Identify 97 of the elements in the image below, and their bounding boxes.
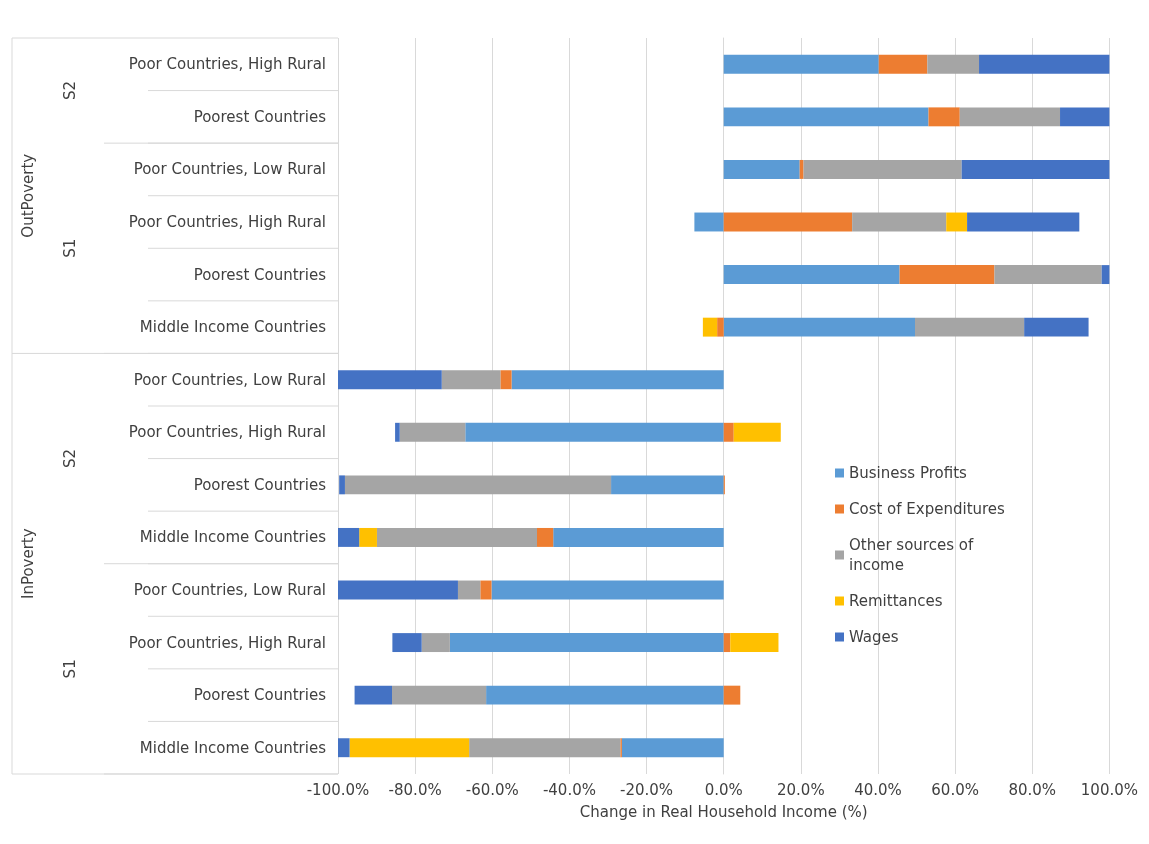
y-tick-label: Poor Countries, High Rural xyxy=(128,55,326,74)
bar xyxy=(723,422,734,442)
bar xyxy=(723,212,853,232)
bar xyxy=(338,738,350,758)
bar xyxy=(723,633,731,653)
legend-label: Wages xyxy=(849,628,899,646)
x-tick-label: 0.0% xyxy=(704,780,743,799)
bar xyxy=(395,422,400,442)
bar xyxy=(946,212,968,232)
bar xyxy=(553,527,724,547)
bar xyxy=(537,527,554,547)
bar xyxy=(928,107,960,127)
bar xyxy=(694,212,724,232)
bar xyxy=(799,159,804,179)
y-tick-label: Poor Countries, High Rural xyxy=(128,213,326,231)
x-tick-label: -100.0% xyxy=(306,780,370,799)
bar xyxy=(723,54,879,74)
bar xyxy=(500,370,512,390)
bar xyxy=(465,422,724,442)
bar xyxy=(511,370,724,390)
bar xyxy=(338,580,458,600)
bar xyxy=(338,527,360,547)
bar xyxy=(441,370,501,390)
bar xyxy=(803,159,962,179)
x-tick-label: 60.0% xyxy=(931,780,979,799)
bar xyxy=(717,317,724,337)
bar xyxy=(399,422,466,442)
bar xyxy=(723,265,900,285)
bar xyxy=(852,212,947,232)
text: S2 xyxy=(61,81,79,101)
x-tick-label: 100.0% xyxy=(1080,780,1138,799)
bar xyxy=(611,475,724,495)
bar xyxy=(480,580,492,600)
bar xyxy=(733,422,781,442)
bar xyxy=(486,685,724,705)
bar xyxy=(339,475,345,495)
bar xyxy=(967,212,1080,232)
bar xyxy=(723,685,741,705)
text: S2 xyxy=(61,449,79,469)
y-tick-label: Middle Income Countries xyxy=(139,318,327,337)
legend-label: Business Profits xyxy=(849,464,968,482)
legend-label: Remittances xyxy=(849,592,943,610)
y-tick-label: Poor Countries, Low Rural xyxy=(133,160,326,179)
bar xyxy=(959,107,1061,127)
y-tick-label: Poorest Countries xyxy=(193,107,327,126)
bar xyxy=(457,580,481,600)
x-axis-title: Change in Real Household Income (%) xyxy=(579,802,868,821)
bar xyxy=(899,265,995,285)
y-tick-label: Poor Countries, Low Rural xyxy=(133,581,326,599)
legend-label: Other sources of income xyxy=(849,536,978,574)
x-tick-label: 20.0% xyxy=(777,780,825,799)
bar xyxy=(878,54,928,74)
text: OutPoverty xyxy=(19,153,37,238)
bar xyxy=(376,527,538,547)
bar xyxy=(392,685,487,705)
bar xyxy=(1024,317,1089,337)
bar xyxy=(730,633,779,653)
x-tick-label: -20.0% xyxy=(620,780,674,799)
bar xyxy=(927,54,980,74)
y-tick-label: Poor Countries, High Rural xyxy=(128,423,326,442)
bar xyxy=(359,527,377,547)
bar xyxy=(392,633,422,653)
bar xyxy=(491,580,724,600)
x-tick-label: -40.0% xyxy=(542,780,596,799)
y-tick-label: Poorest Countries xyxy=(193,475,327,494)
text: S1 xyxy=(61,238,79,258)
bar xyxy=(979,54,1110,74)
bar xyxy=(994,265,1102,285)
text: InPoverty xyxy=(19,528,37,600)
bar xyxy=(354,685,392,705)
y-tick-label: Poorest Countries xyxy=(193,265,327,284)
x-tick-label: -60.0% xyxy=(465,780,519,799)
y-tick-label: Poorest Countries xyxy=(193,686,327,705)
bar xyxy=(961,159,1110,179)
bar xyxy=(349,738,470,758)
bar xyxy=(421,633,450,653)
y-tick-label: Middle Income Countries xyxy=(139,738,327,757)
x-tick-label: 80.0% xyxy=(1008,780,1057,799)
text: S1 xyxy=(61,659,79,679)
y-tick-label: Poor Countries, Low Rural xyxy=(133,370,326,389)
x-tick-label: -80.0% xyxy=(388,780,442,799)
bar xyxy=(469,738,621,758)
bar xyxy=(1101,265,1110,285)
legend-label: Cost of Expenditures xyxy=(849,500,1006,518)
bar xyxy=(344,475,612,495)
bar xyxy=(723,107,929,127)
bar xyxy=(449,633,724,653)
bar xyxy=(915,317,1025,337)
x-tick-label: 40.0% xyxy=(854,780,902,799)
bar xyxy=(338,370,442,390)
bar xyxy=(723,159,800,179)
y-tick-label: Middle Income Countries xyxy=(139,528,327,547)
bar xyxy=(621,738,724,758)
bar xyxy=(702,317,718,337)
y-tick-label: Poor Countries, High Rural xyxy=(128,633,326,652)
bar xyxy=(1060,107,1110,127)
bar xyxy=(723,317,916,337)
